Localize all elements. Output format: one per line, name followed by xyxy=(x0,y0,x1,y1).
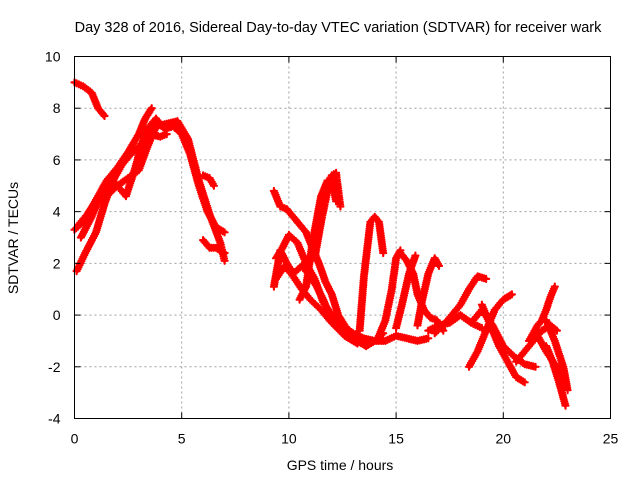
series-sat-e xyxy=(74,117,229,265)
series-sat-y xyxy=(524,282,559,345)
x-tick-label: 0 xyxy=(71,431,79,447)
series-sat-f xyxy=(199,236,229,258)
series-sat-ab xyxy=(533,331,568,384)
chart-title: Day 328 of 2016, Sidereal Day-to-day VTE… xyxy=(75,20,603,36)
y-axis-label: SDTVAR / TECUs xyxy=(5,182,21,294)
x-tick-label: 25 xyxy=(603,431,619,447)
x-axis-label: GPS time / hours xyxy=(287,457,394,473)
series-sat-t xyxy=(430,272,491,338)
ticks: 0 5 10 15 20 25 -4 -2 0 2 4 6 8 10 xyxy=(45,49,619,447)
y-tick-label: 8 xyxy=(53,100,61,116)
series-markers xyxy=(413,254,444,330)
series-markers xyxy=(355,212,388,335)
series-sat-w xyxy=(477,300,529,387)
series-sat-g xyxy=(199,171,218,190)
x-tick-label: 15 xyxy=(388,431,404,447)
series-sat-r xyxy=(413,254,444,330)
series-sat-k xyxy=(271,261,362,348)
series-markers xyxy=(477,300,529,387)
series-markers xyxy=(271,261,362,348)
series-layer xyxy=(70,78,572,410)
y-tick-label: 10 xyxy=(45,49,61,65)
x-tick-label: 20 xyxy=(496,431,512,447)
series-sat-o xyxy=(374,246,405,340)
series-markers xyxy=(199,236,229,258)
y-tick-label: -4 xyxy=(48,411,61,427)
x-tick-label: 10 xyxy=(281,431,297,447)
series-markers xyxy=(524,282,559,345)
y-tick-label: 0 xyxy=(53,307,61,323)
x-tick-label: 5 xyxy=(178,431,186,447)
y-tick-label: 6 xyxy=(53,152,61,168)
series-markers xyxy=(430,272,491,338)
series-markers xyxy=(199,171,218,190)
series-sat-m xyxy=(310,168,345,263)
series-sat-n xyxy=(355,212,388,335)
series-markers xyxy=(310,168,345,263)
plot-frame xyxy=(74,56,611,419)
y-tick-label: 4 xyxy=(53,204,61,220)
series-markers xyxy=(533,331,568,384)
series-sat-j xyxy=(271,230,388,351)
y-tick-label: 2 xyxy=(53,255,61,271)
series-markers xyxy=(374,246,405,340)
y-tick-label: -2 xyxy=(48,359,61,375)
series-markers xyxy=(74,117,229,265)
